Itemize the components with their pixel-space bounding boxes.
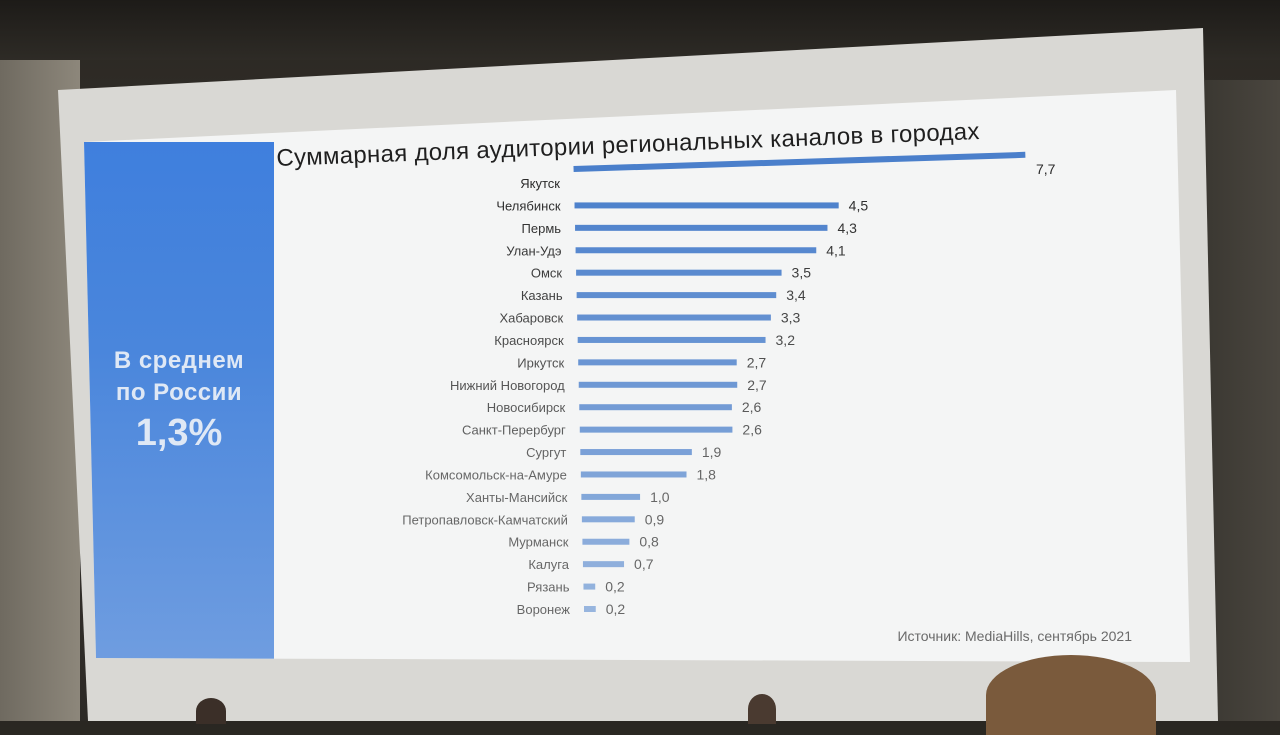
value-label: 1,0 bbox=[650, 489, 670, 505]
category-label: Казань bbox=[521, 288, 563, 303]
value-label: 4,3 bbox=[837, 220, 857, 236]
bar bbox=[581, 493, 641, 500]
value-label: 2,7 bbox=[747, 377, 767, 393]
value-label: 0,2 bbox=[606, 601, 626, 617]
value-label: 3,2 bbox=[776, 332, 796, 348]
right-wall bbox=[1205, 80, 1280, 721]
category-label: Рязань bbox=[527, 580, 570, 595]
bar bbox=[577, 314, 771, 321]
bar-chart: Якутск 7,7 Челябинск 4,5 Пермь 4,3 Улан-Удэ 4,1… bbox=[402, 151, 1056, 617]
value-label: 0,8 bbox=[639, 534, 659, 550]
value-label: 1,8 bbox=[697, 466, 717, 482]
value-label: 0,7 bbox=[634, 556, 654, 572]
bar bbox=[583, 583, 596, 590]
value-label: 2,7 bbox=[747, 354, 767, 370]
bar bbox=[577, 336, 766, 343]
value-label: 3,5 bbox=[792, 265, 812, 281]
value-label: 3,3 bbox=[781, 310, 801, 326]
average-value: 1,3% bbox=[135, 412, 223, 454]
source-note: Источник: MediaHills, сентябрь 2021 bbox=[897, 628, 1132, 644]
category-label: Воронеж bbox=[517, 602, 571, 617]
bar bbox=[576, 292, 777, 299]
category-label: Новосибирск bbox=[487, 400, 566, 415]
category-label: Омск bbox=[531, 266, 563, 281]
bar bbox=[580, 449, 692, 456]
average-panel: В среднем по России 1,3% bbox=[84, 142, 274, 662]
category-label: Нижний Новогород bbox=[450, 378, 565, 393]
bar bbox=[573, 151, 1026, 173]
category-label: Ханты-Мансийск bbox=[466, 490, 568, 505]
audience-head bbox=[196, 698, 226, 724]
audience-head bbox=[986, 655, 1156, 735]
category-label: Красноярск bbox=[494, 333, 564, 348]
bar bbox=[582, 538, 630, 545]
category-label: Челябинск bbox=[496, 198, 560, 213]
bar bbox=[579, 404, 732, 411]
bar bbox=[576, 269, 782, 276]
category-label: Петропавловск-Камчатский bbox=[402, 512, 568, 527]
bar bbox=[581, 516, 635, 523]
bar bbox=[575, 247, 817, 254]
bar bbox=[582, 561, 625, 568]
audience-head bbox=[748, 694, 776, 724]
value-label: 4,1 bbox=[826, 242, 846, 258]
bar bbox=[578, 381, 738, 388]
average-panel-line2: по России bbox=[115, 379, 243, 406]
value-label: 0,9 bbox=[645, 511, 665, 527]
value-label: 7,7 bbox=[1036, 161, 1056, 177]
value-label: 4,5 bbox=[849, 197, 869, 213]
category-label: Иркутск bbox=[517, 355, 564, 370]
value-label: 2,6 bbox=[742, 399, 762, 415]
bar bbox=[575, 224, 828, 231]
category-label: Комсомольск-на-Амуре bbox=[425, 467, 567, 482]
category-label: Хабаровск bbox=[499, 311, 563, 326]
bar bbox=[584, 606, 596, 612]
value-label: 0,2 bbox=[605, 579, 625, 595]
category-label: Пермь bbox=[522, 221, 562, 236]
value-label: 2,6 bbox=[742, 422, 762, 438]
slide: В среднем по России 1,3% Суммарная доля … bbox=[84, 90, 1190, 662]
bar bbox=[579, 426, 733, 433]
category-label: Санкт-Перербург bbox=[462, 423, 566, 438]
bar bbox=[574, 202, 839, 209]
bar bbox=[578, 359, 737, 366]
bar bbox=[580, 471, 687, 478]
value-label: 3,4 bbox=[786, 287, 806, 303]
average-panel-line1: В среднем bbox=[113, 347, 245, 374]
category-label: Улан-Удэ bbox=[506, 243, 562, 258]
category-label: Сургут bbox=[526, 445, 566, 460]
value-label: 1,9 bbox=[702, 444, 722, 460]
category-label: Якутск bbox=[520, 176, 560, 191]
category-label: Мурманск bbox=[508, 535, 568, 550]
category-label: Калуга bbox=[528, 557, 569, 572]
